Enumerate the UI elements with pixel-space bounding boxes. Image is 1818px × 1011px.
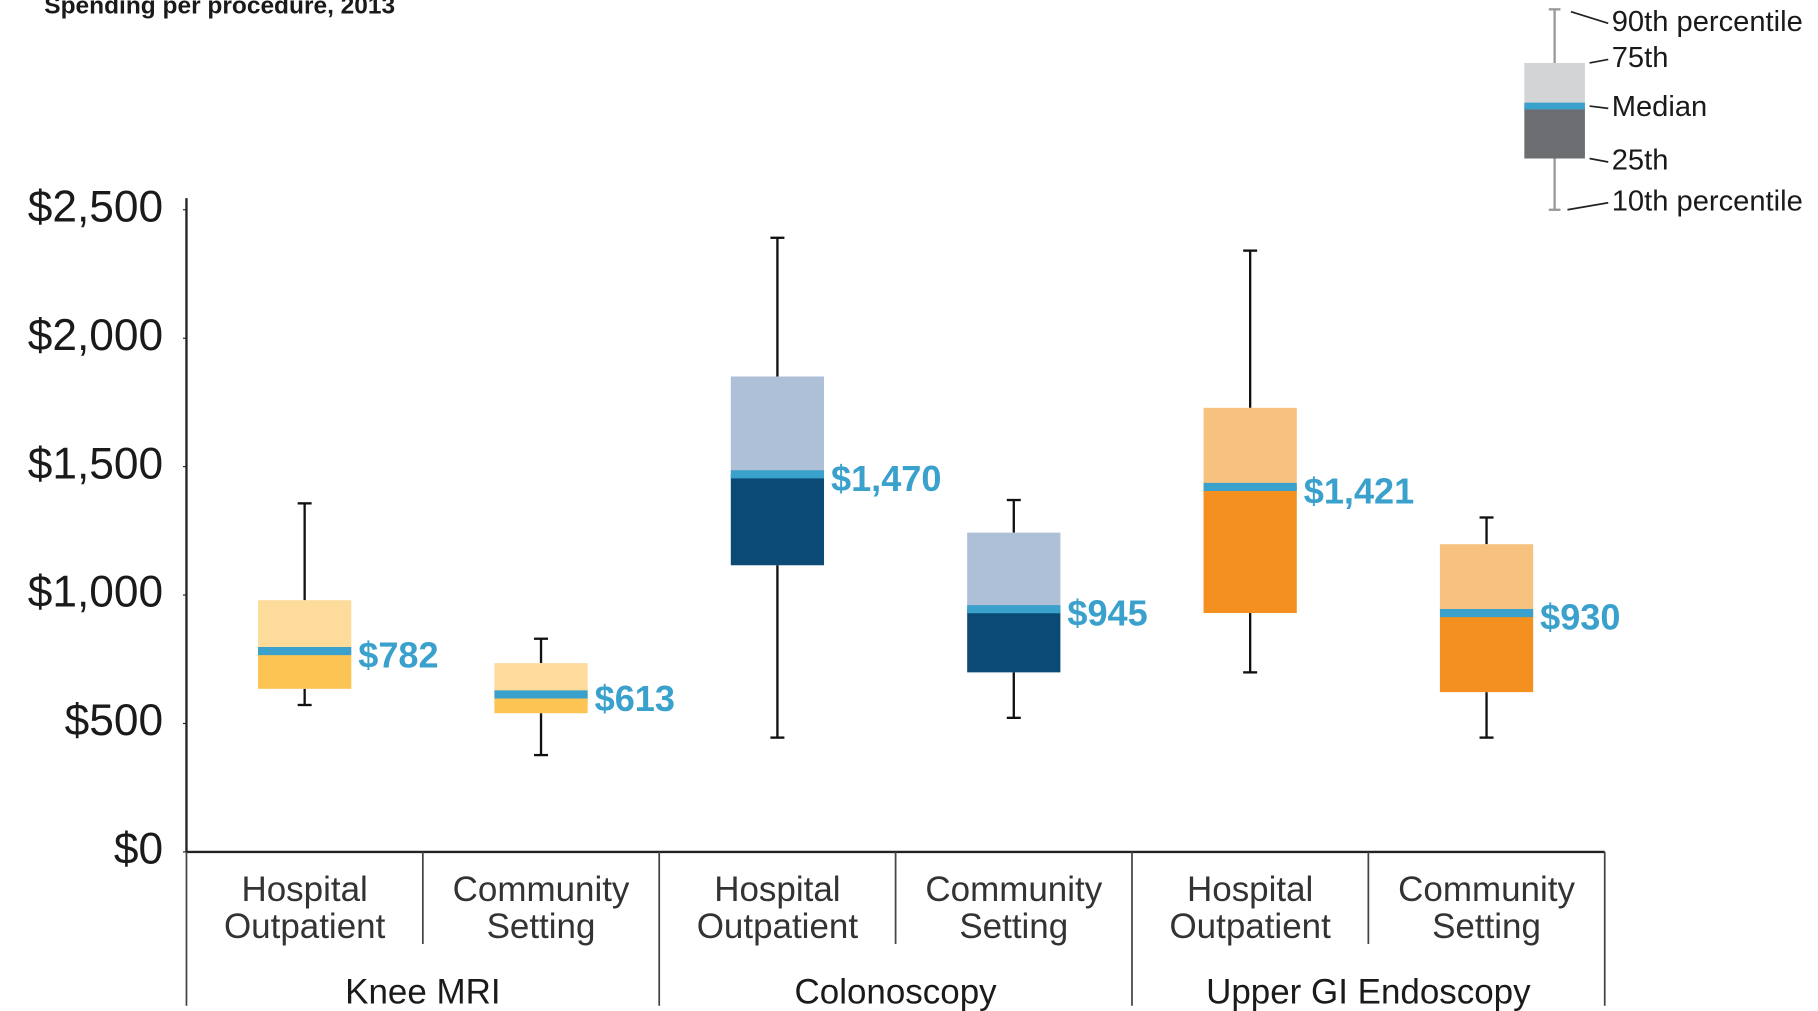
category-label-box: Hospital Outpatient [1169,871,1331,947]
legend-leader [1589,58,1609,64]
box-upper [1439,544,1534,614]
median-label: $782 [358,635,438,676]
category-label-box: Community Setting [452,871,630,947]
y-tick-label: $1,000 [28,568,163,617]
legend-box-lower [1524,106,1585,159]
category-label-box: Community Setting [925,871,1103,947]
legend-label: 90th percentile [1612,6,1803,38]
box-lower [258,651,352,689]
box-upper [258,600,352,652]
median-label: $945 [1067,593,1147,634]
legend-box-upper [1524,62,1585,107]
legend-leader [1589,157,1609,163]
category-label: Community Setting [1398,871,1575,947]
median-label: $1,421 [1304,470,1414,511]
y-tick-label: $0 [114,825,163,874]
box-lower [1439,613,1534,693]
median-label: $613 [595,678,675,719]
box-lower [967,609,1061,673]
box-upper [494,663,588,695]
legend-label: 10th percentile [1612,185,1803,217]
box-lower [1203,486,1297,614]
category-label: Community Setting [452,871,630,947]
median-label: $930 [1540,597,1620,638]
legend-label: 25th [1612,145,1669,177]
legend-label: 75th [1612,42,1669,74]
legend-leader [1589,105,1609,110]
legend-leader [1567,201,1609,211]
legend-leader [1570,10,1609,25]
y-tick-label: $2,500 [28,182,163,231]
box-lower [494,694,588,714]
y-tick-label: $2,000 [28,311,163,360]
category-label: Community Setting [925,871,1103,947]
group-label: Colonoscopy [795,972,998,1011]
chart-title: Spending per procedure, 2013 [44,0,395,19]
group-label: Knee MRI [345,972,500,1011]
category-label-box: Hospital Outpatient [223,871,386,947]
category-label-box: Hospital Outpatient [696,871,859,947]
median-label: $1,470 [831,458,941,499]
group-label: Upper GI Endoscopy [1206,972,1531,1011]
box-upper [1203,407,1297,487]
box-upper [730,376,825,475]
y-tick-label: $1,500 [28,439,163,488]
box-lower [730,474,825,566]
legend-label: Median [1612,91,1708,123]
category-label: Hospital Outpatient [223,871,386,947]
category-label-box: Community Setting [1398,871,1575,947]
category-label: Hospital Outpatient [696,871,859,947]
y-tick-label: $500 [65,696,163,745]
box-upper [967,532,1061,610]
category-label: Hospital Outpatient [1169,871,1331,947]
